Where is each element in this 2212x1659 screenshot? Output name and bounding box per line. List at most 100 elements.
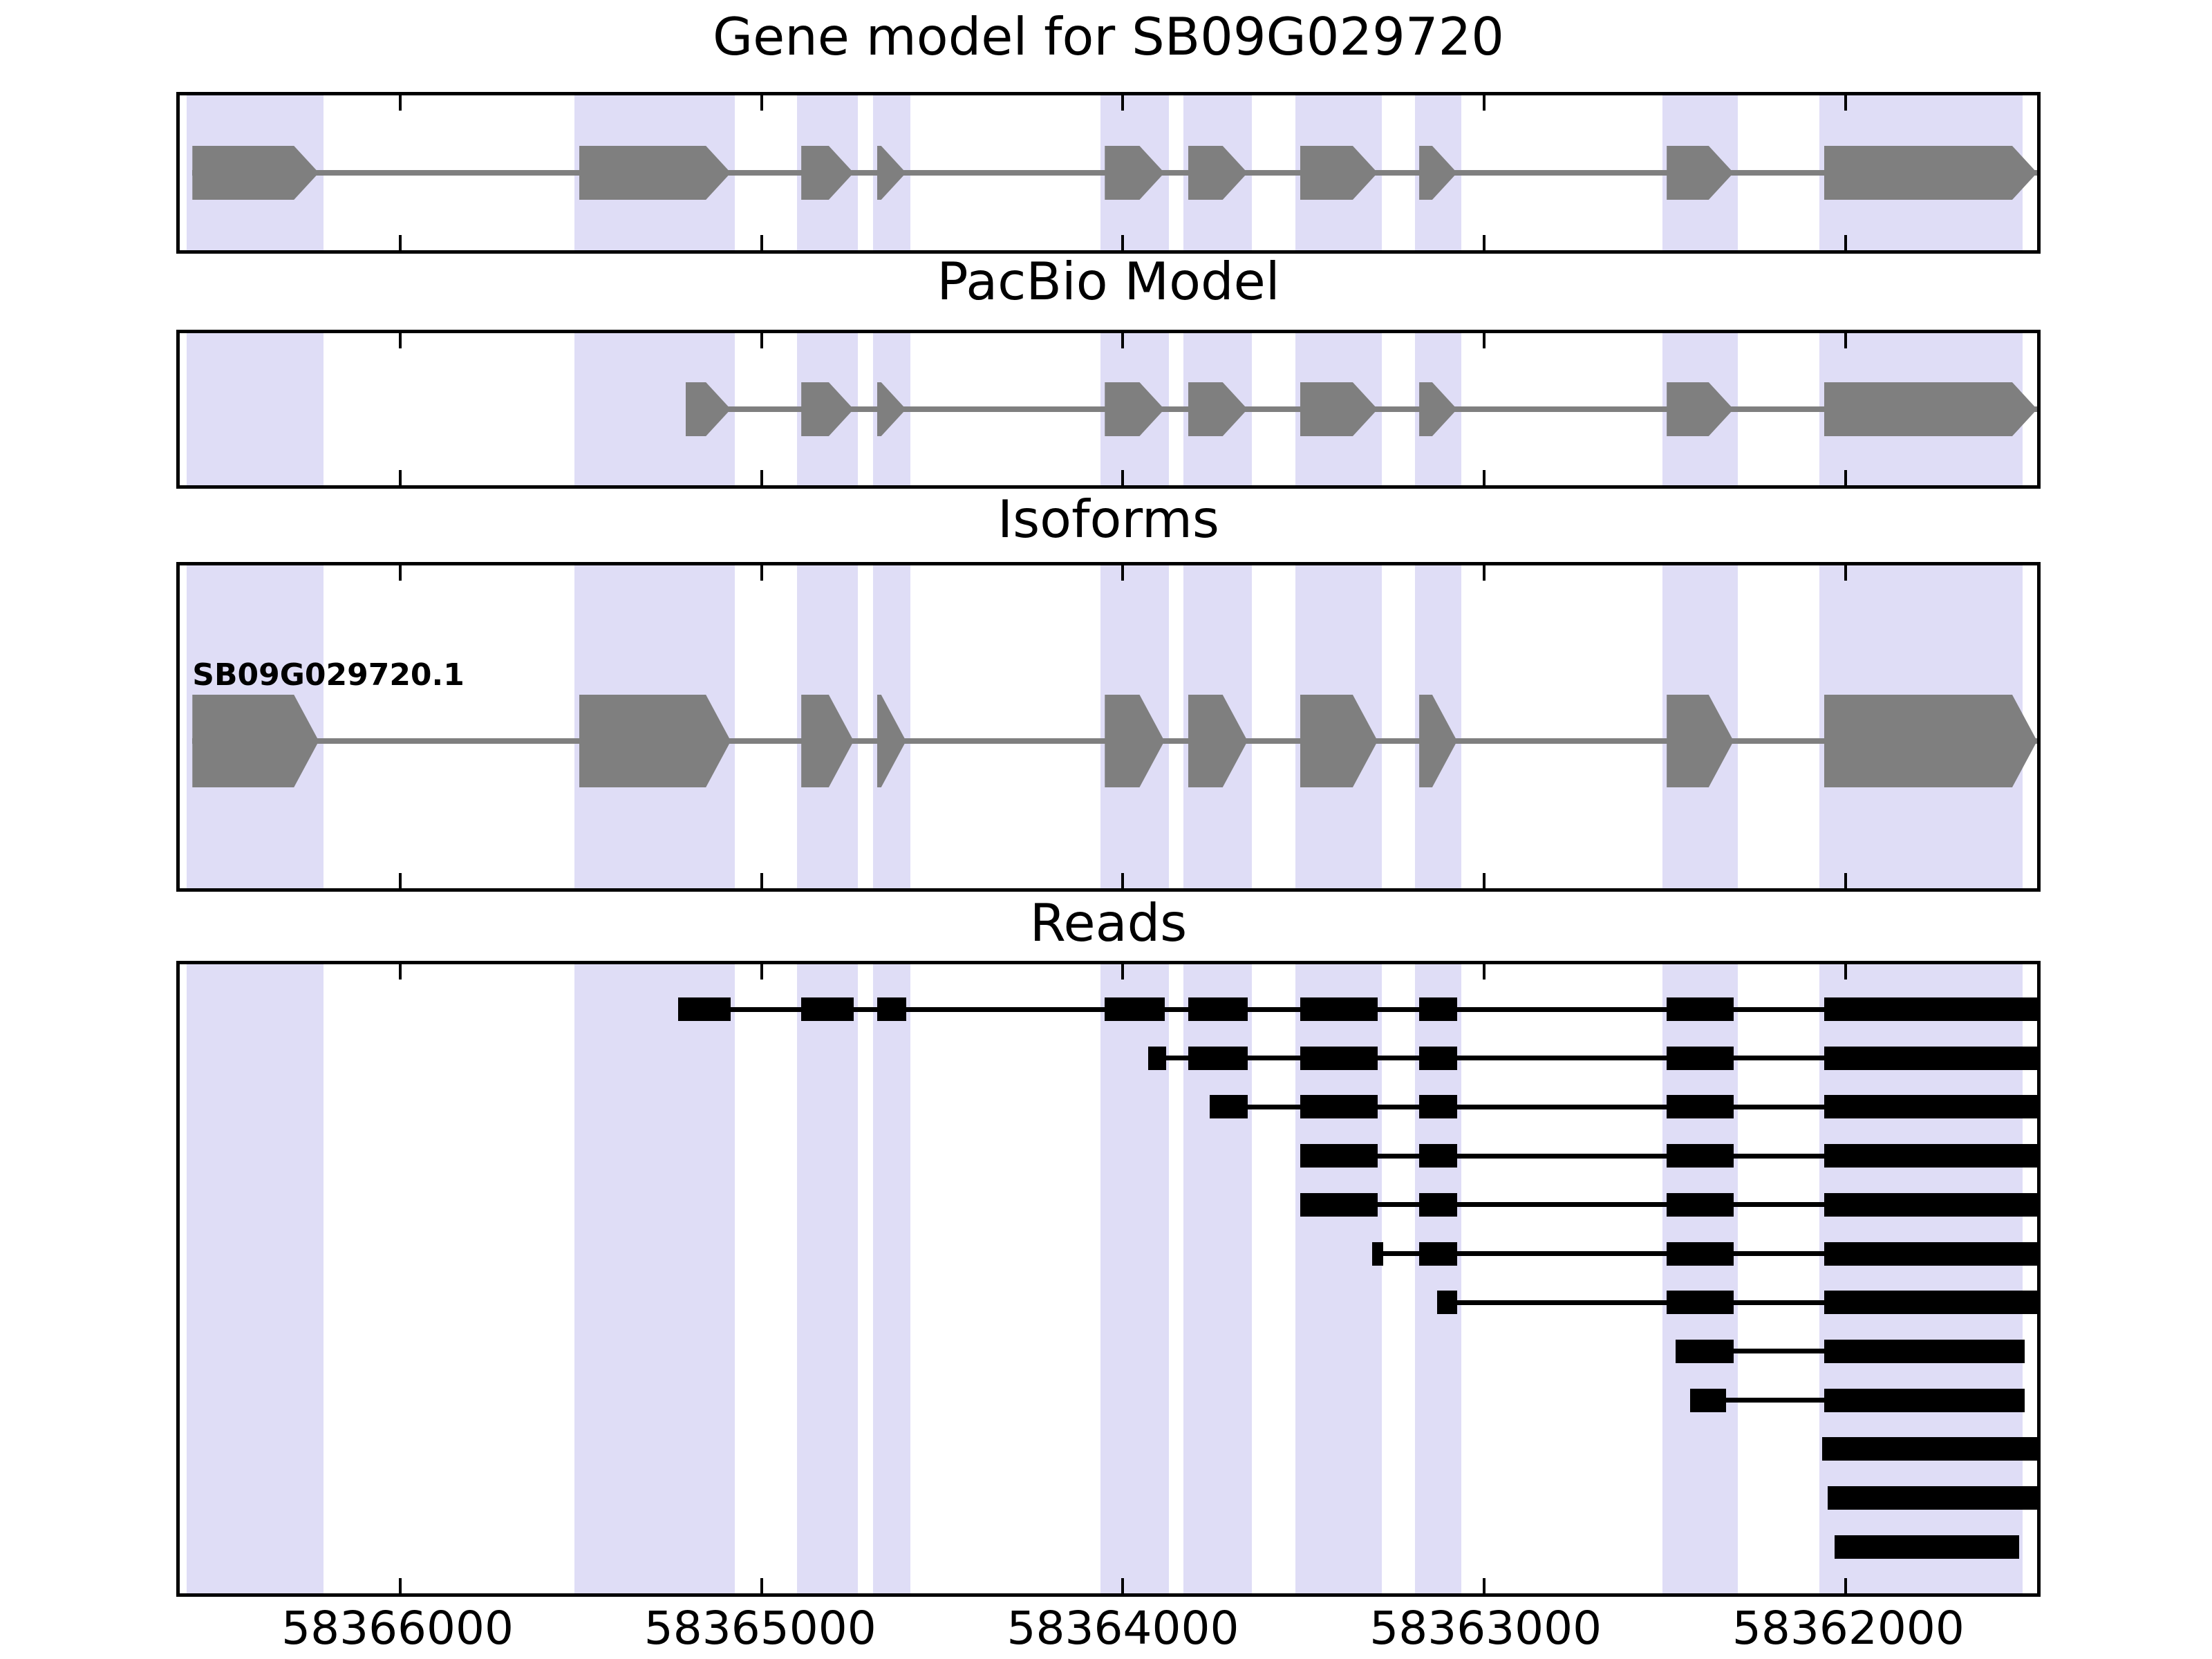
axis-tick	[760, 565, 763, 581]
axis-tick	[760, 873, 763, 888]
axis-tick	[1483, 565, 1486, 581]
read-block	[1419, 1192, 1457, 1217]
axis-tick	[398, 565, 402, 581]
read-block	[1372, 1241, 1383, 1266]
read-block	[801, 997, 854, 1021]
read-block	[1300, 1046, 1378, 1070]
axis-tick	[1121, 1578, 1125, 1593]
panel-reads	[176, 961, 2041, 1597]
read-block	[1419, 1241, 1457, 1266]
axis-tick	[760, 964, 763, 980]
read-gap-line	[1148, 1056, 2037, 1061]
axis-tick	[398, 95, 402, 111]
exon-block	[579, 695, 731, 787]
axis-tick	[1121, 565, 1125, 581]
read-block	[1148, 1046, 1167, 1070]
isoform-label: SB09G029720.1	[192, 657, 465, 693]
axis-tick	[760, 333, 763, 348]
axis-tick	[1483, 470, 1486, 485]
axis-tick	[1121, 470, 1125, 485]
exon-block	[1824, 695, 2037, 787]
exon-block	[1824, 382, 2037, 436]
highlight-band	[574, 964, 735, 1593]
x-axis-tick-label: 58366000	[281, 1602, 514, 1655]
read-block	[1824, 1046, 2037, 1070]
axis-tick	[1844, 964, 1847, 980]
axis-tick	[398, 964, 402, 980]
exon-block	[192, 695, 319, 787]
read-block	[1188, 997, 1248, 1021]
read-block	[1188, 1046, 1248, 1070]
read-block	[1824, 1291, 2037, 1315]
axis-tick	[1483, 95, 1486, 111]
read-block	[1824, 1144, 2037, 1168]
read-block	[1300, 997, 1378, 1021]
figure-title: Gene model for SB09G029720	[712, 6, 1505, 67]
axis-tick	[1483, 1578, 1486, 1593]
highlight-band	[872, 964, 911, 1593]
read-block	[1667, 1144, 1734, 1168]
read-block	[1209, 1095, 1248, 1119]
read-block	[1821, 1437, 2037, 1461]
read-gap-line	[1437, 1300, 2037, 1305]
read-block	[877, 997, 906, 1021]
read-block	[1419, 1144, 1457, 1168]
axis-tick	[1483, 873, 1486, 888]
read-block	[1824, 1388, 2025, 1412]
read-block	[1667, 1192, 1734, 1217]
axis-tick	[760, 95, 763, 111]
axis-tick	[1121, 964, 1125, 980]
x-axis-tick-label: 58363000	[1369, 1602, 1602, 1655]
read-block	[1667, 1046, 1734, 1070]
exon-block	[1824, 146, 2037, 200]
axis-tick	[1121, 333, 1125, 348]
highlight-band	[796, 964, 859, 1593]
read-block	[1824, 1095, 2037, 1119]
axis-tick	[1121, 95, 1125, 111]
read-block	[1824, 1192, 2037, 1217]
panel-gene-model	[176, 92, 2041, 254]
pacbio-panel-title: PacBio Model	[937, 251, 1280, 312]
read-block	[1105, 997, 1165, 1021]
read-block	[1419, 997, 1457, 1021]
read-block	[678, 997, 731, 1021]
axis-tick	[1121, 873, 1125, 888]
read-block	[1667, 997, 1734, 1021]
read-block	[1667, 1241, 1734, 1266]
read-block	[1300, 1192, 1378, 1217]
read-block	[1835, 1535, 2019, 1559]
axis-tick	[1844, 1578, 1847, 1593]
read-block	[1300, 1144, 1378, 1168]
read-block	[1419, 1046, 1457, 1070]
read-block	[1419, 1095, 1457, 1119]
panel-pacbio-model	[176, 330, 2041, 489]
read-block	[1827, 1486, 2037, 1510]
read-block	[1824, 1241, 2037, 1266]
axis-tick	[760, 470, 763, 485]
read-block	[1300, 1095, 1378, 1119]
axis-tick	[398, 470, 402, 485]
x-axis-tick-label: 58365000	[644, 1602, 877, 1655]
axis-tick	[398, 873, 402, 888]
read-gap-line	[1209, 1104, 2037, 1109]
axis-tick	[1844, 95, 1847, 111]
read-block	[1676, 1339, 1734, 1363]
axis-tick	[1483, 964, 1486, 980]
exon-block	[579, 146, 731, 200]
axis-tick	[1483, 235, 1486, 250]
exon-block	[192, 146, 319, 200]
read-block	[1667, 1095, 1734, 1119]
read-block	[1824, 1339, 2025, 1363]
reads-panel-title: Reads	[1029, 892, 1188, 953]
axis-tick	[1844, 565, 1847, 581]
panel-isoforms: SB09G029720.1	[176, 562, 2041, 892]
x-axis-tick-label: 58362000	[1732, 1602, 1965, 1655]
axis-tick	[1844, 235, 1847, 250]
axis-tick	[398, 1578, 402, 1593]
x-axis-tick-label: 58364000	[1006, 1602, 1239, 1655]
read-block	[1667, 1291, 1734, 1315]
axis-tick	[398, 333, 402, 348]
axis-tick	[1844, 873, 1847, 888]
axis-tick	[760, 1578, 763, 1593]
read-block	[1824, 997, 2037, 1021]
